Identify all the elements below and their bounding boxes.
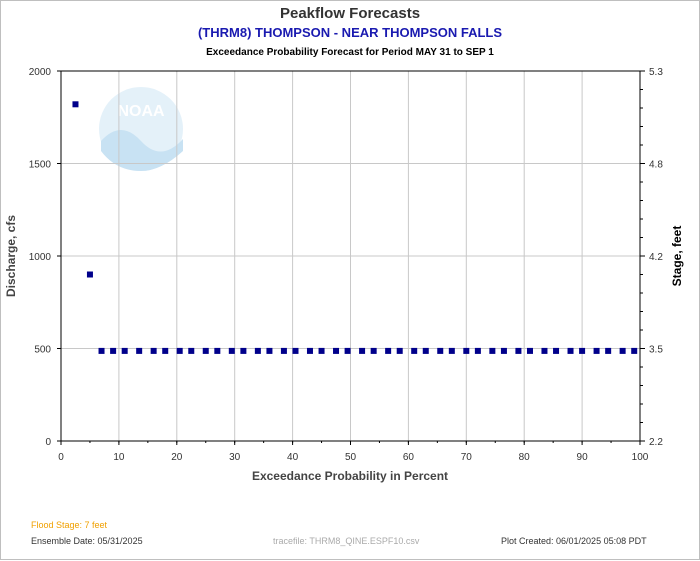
y2-tick-label: 4.8: [649, 160, 663, 171]
x-tick-label: 100: [632, 452, 649, 463]
data-point: [188, 347, 195, 354]
y-tick-label: 2000: [29, 67, 52, 78]
x-tick-label: 90: [577, 452, 589, 463]
noaa-logo: NOAA: [99, 87, 183, 171]
data-point: [136, 347, 143, 354]
x-tick-label: 30: [229, 452, 241, 463]
x-tick-label: 50: [345, 452, 357, 463]
station-subtitle: (THRM8) THOMPSON - NEAR THOMPSON FALLS: [197, 25, 503, 40]
data-point: [396, 347, 403, 354]
x-tick-label: 0: [58, 452, 64, 463]
data-point: [422, 347, 429, 354]
data-point: [150, 347, 157, 354]
data-point: [318, 347, 325, 354]
y-tick-label: 1500: [29, 160, 52, 171]
data-point: [202, 347, 209, 354]
y-axis-label: Discharge, cfs: [4, 215, 18, 297]
tracefile-note: tracefile: THRM8_QINE.ESPF10.csv: [273, 536, 420, 546]
data-point: [86, 271, 93, 278]
data-point: [411, 347, 418, 354]
data-point: [526, 347, 533, 354]
data-point: [240, 347, 247, 354]
data-point: [121, 347, 128, 354]
data-point: [567, 347, 574, 354]
data-points: [72, 101, 638, 354]
x-tick-label: 20: [171, 452, 183, 463]
y-tick-label: 1000: [29, 252, 52, 263]
data-point: [98, 347, 105, 354]
data-point: [266, 347, 273, 354]
data-point: [228, 347, 235, 354]
data-point: [605, 347, 612, 354]
x-axis-label: Exceedance Probability in Percent: [252, 469, 448, 483]
y2-tick-label: 4.2: [649, 252, 663, 263]
chart-title: Peakflow Forecasts: [279, 5, 421, 22]
flood-stage-note: Flood Stage: 7 feet: [31, 520, 108, 530]
data-point: [489, 347, 496, 354]
data-point: [370, 347, 377, 354]
y-tick-label: 500: [34, 345, 51, 356]
y2-tick-label: 5.3: [649, 67, 663, 78]
noaa-logo-text: NOAA: [117, 103, 165, 120]
ensemble-date: Ensemble Date: 05/31/2025: [31, 536, 143, 546]
data-point: [500, 347, 507, 354]
x-tick-label: 10: [113, 452, 125, 463]
data-point: [176, 347, 183, 354]
data-point: [292, 347, 299, 354]
data-point: [553, 347, 560, 354]
x-tick-label: 40: [287, 452, 299, 463]
data-point: [306, 347, 313, 354]
x-tick-label: 60: [403, 452, 415, 463]
data-point: [280, 347, 287, 354]
data-point: [631, 347, 638, 354]
data-point: [593, 347, 600, 354]
data-point: [333, 347, 340, 354]
data-point: [385, 347, 392, 354]
data-point: [344, 347, 351, 354]
data-point: [162, 347, 169, 354]
x-tick-label: 70: [461, 452, 473, 463]
y2-tick-label: 3.5: [649, 345, 663, 356]
x-tick-label: 80: [519, 452, 531, 463]
data-point: [254, 347, 261, 354]
data-point: [541, 347, 548, 354]
forecast-period: Exceedance Probability Forecast for Peri…: [206, 47, 494, 58]
data-point: [619, 347, 626, 354]
data-point: [474, 347, 481, 354]
y-tick-label: 0: [45, 437, 51, 448]
data-point: [448, 347, 455, 354]
y2-tick-label: 2.2: [649, 437, 663, 448]
plot-created: Plot Created: 06/01/2025 05:08 PDT: [501, 536, 647, 546]
data-point: [110, 347, 117, 354]
data-point: [463, 347, 470, 354]
data-point: [579, 347, 586, 354]
data-point: [214, 347, 221, 354]
y2-axis-label: Stage, feet: [670, 226, 684, 287]
data-point: [72, 101, 79, 108]
axis-ticks: 0 10 20 30 40 50 60 70 80 90 10005001000150020002.…: [29, 67, 664, 463]
data-point: [437, 347, 444, 354]
data-point: [359, 347, 366, 354]
data-point: [515, 347, 522, 354]
